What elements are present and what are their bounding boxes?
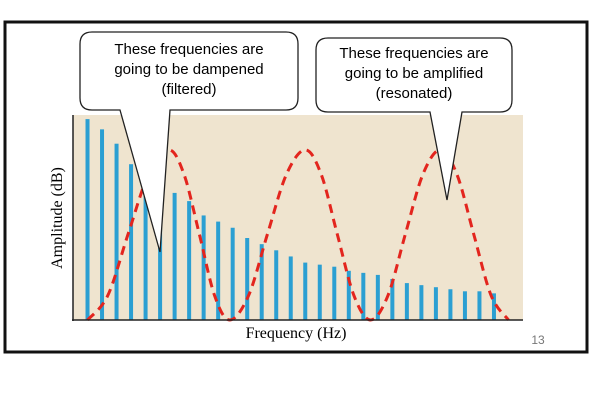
callout-bubble	[79, 31, 299, 253]
bar	[419, 285, 424, 320]
bar	[390, 279, 395, 320]
bar	[433, 287, 438, 320]
callout-line: going to be amplified	[345, 65, 483, 82]
bar	[201, 215, 206, 320]
bar	[477, 291, 482, 320]
callout-text: These frequencies are going to be dampen…	[114, 41, 488, 102]
bar	[448, 289, 453, 320]
bar	[274, 250, 279, 320]
bar	[491, 293, 496, 320]
bar	[404, 283, 409, 320]
callout-line: going to be dampened	[114, 61, 263, 78]
bar	[346, 270, 351, 320]
callout-line: These frequencies are	[114, 41, 263, 58]
bar	[85, 119, 90, 320]
callout-bubble	[315, 37, 513, 201]
x-axis-label: Frequency (Hz)	[246, 325, 347, 342]
bar	[288, 256, 293, 320]
bar	[361, 272, 366, 320]
bar	[245, 238, 250, 320]
page-number: 13	[531, 333, 545, 347]
bar	[303, 262, 308, 320]
bar	[100, 129, 105, 320]
callout-line: (filtered)	[161, 81, 216, 98]
bar	[143, 180, 148, 320]
bar	[230, 227, 235, 320]
bar	[187, 201, 192, 320]
bar	[129, 164, 134, 320]
bar	[216, 221, 221, 320]
bar	[375, 274, 380, 320]
bar	[462, 291, 467, 320]
callout-line: These frequencies are	[339, 45, 488, 62]
y-axis-label: Amplitude (dB)	[49, 167, 66, 269]
bar	[158, 190, 163, 320]
bar	[317, 264, 322, 320]
bar	[259, 244, 264, 320]
bar	[172, 192, 177, 320]
callout-line: (resonated)	[376, 85, 453, 102]
bar	[114, 143, 119, 320]
bar	[332, 266, 337, 320]
